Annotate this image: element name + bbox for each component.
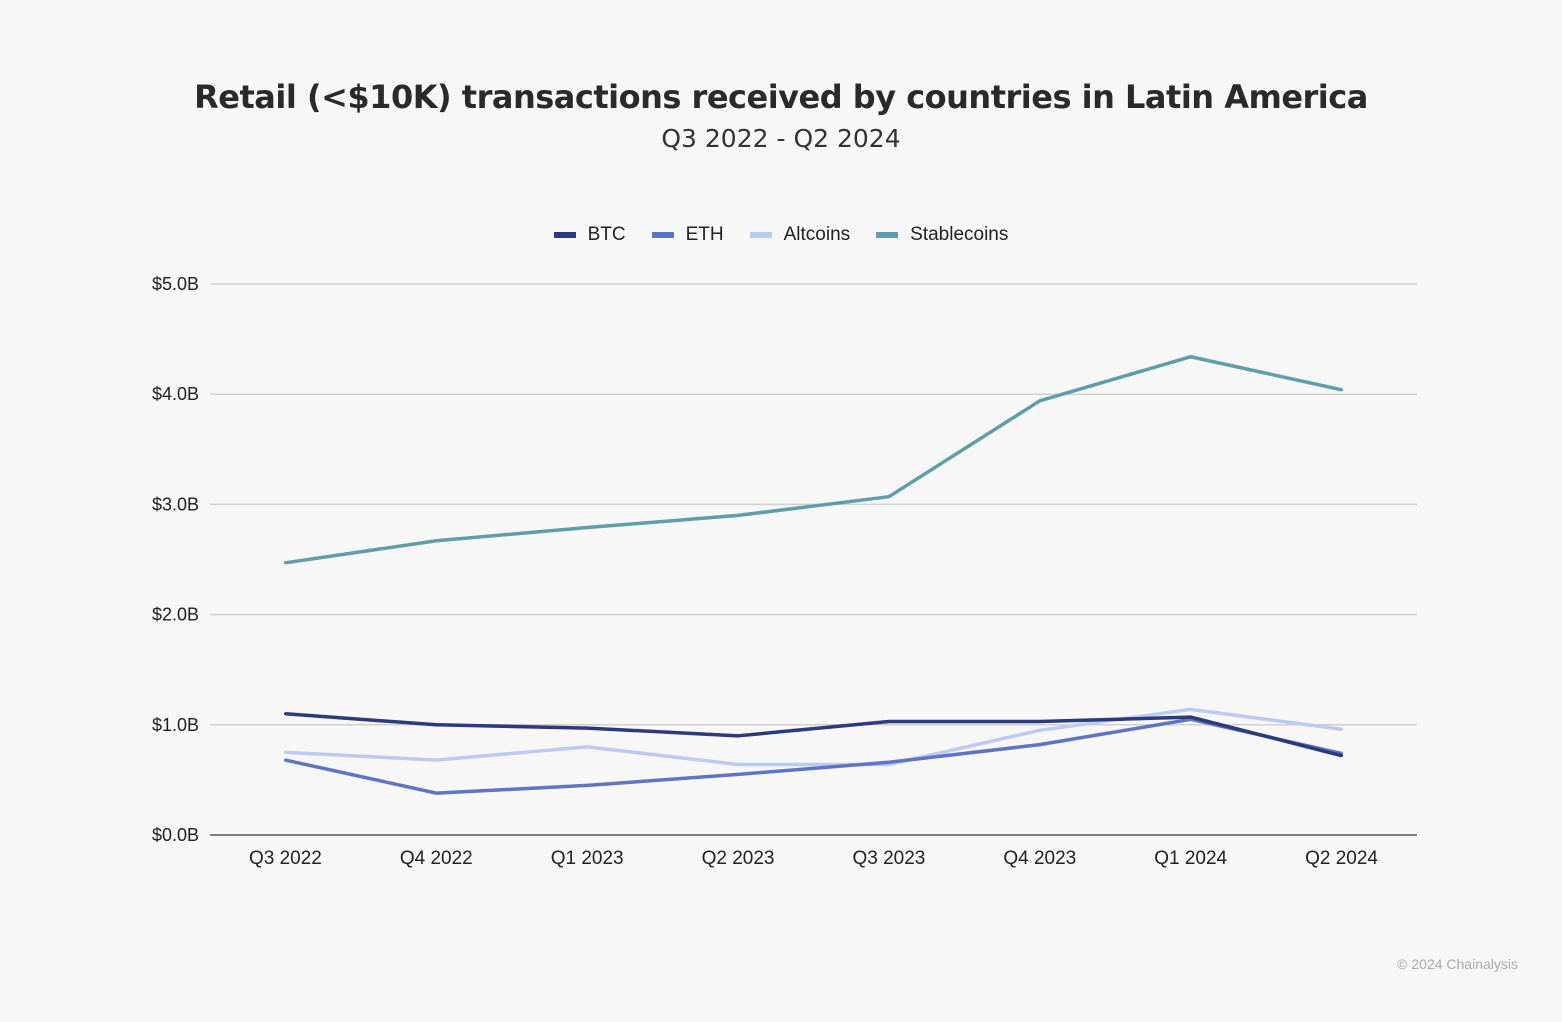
data-point-btc [736, 734, 740, 738]
series-line-eth [285, 717, 1342, 795]
chart-subtitle: Q3 2022 - Q2 2024 [661, 124, 901, 153]
y-tick-label: $3.0B [152, 494, 199, 514]
data-point-btc [585, 726, 589, 730]
data-point-eth [736, 772, 740, 776]
legend-item-stablecoins: Stablecoins [876, 224, 1008, 246]
legend-label: BTC [587, 224, 626, 245]
legend-item-eth: ETH [651, 224, 724, 246]
x-tick-label: Q2 2023 [702, 848, 775, 869]
series-line-btc [285, 712, 1342, 758]
data-point-stablecoins [1340, 388, 1344, 392]
y-tick-label: $4.0B [152, 384, 199, 404]
data-point-altcoins [585, 745, 589, 749]
legend: BTC ETH Altcoins Stablecoins [0, 224, 1562, 246]
data-point-btc [1340, 754, 1344, 758]
legend-label: Stablecoins [910, 224, 1009, 245]
series-line-stablecoins [285, 354, 1342, 565]
data-point-eth [585, 783, 589, 787]
legend-label: ETH [685, 224, 724, 245]
legend-swatch [651, 232, 674, 238]
y-tick-label: $2.0B [152, 605, 199, 625]
data-point-stablecoins [585, 526, 589, 530]
series-line-altcoins [285, 707, 1342, 767]
data-point-stablecoins [1038, 399, 1042, 403]
x-tick-label: Q4 2022 [400, 848, 473, 869]
x-tick-label: Q4 2023 [1003, 848, 1076, 869]
chart-title: Retail (<$10K) transactions received by … [194, 78, 1368, 116]
data-point-altcoins [1038, 728, 1042, 732]
data-point-stablecoins [283, 561, 287, 565]
legend-swatch [876, 232, 899, 238]
data-point-eth [887, 760, 891, 764]
y-tick-label: $1.0B [152, 715, 199, 735]
data-point-eth [434, 791, 438, 795]
data-point-eth [1038, 743, 1042, 747]
data-point-btc [887, 719, 891, 723]
legend-item-altcoins: Altcoins [749, 224, 851, 246]
data-point-stablecoins [1189, 355, 1193, 359]
legend-label: Altcoins [783, 224, 851, 245]
data-point-stablecoins [736, 513, 740, 517]
data-point-stablecoins [434, 539, 438, 543]
x-tick-label: Q2 2024 [1305, 848, 1378, 869]
y-tick-label: $5.0B [152, 274, 199, 294]
data-point-stablecoins [887, 495, 891, 499]
data-point-btc [434, 723, 438, 727]
data-point-altcoins [736, 762, 740, 766]
legend-swatch [749, 232, 772, 238]
x-tick-label: Q3 2022 [249, 848, 322, 869]
data-point-btc [1038, 719, 1042, 723]
data-point-altcoins [434, 758, 438, 762]
legend-item-btc: BTC [553, 224, 626, 246]
data-point-btc [1189, 715, 1193, 719]
data-point-eth [283, 758, 287, 762]
legend-swatch [553, 232, 576, 238]
data-point-btc [283, 712, 287, 716]
x-tick-label: Q1 2023 [551, 848, 624, 869]
data-point-altcoins [1189, 707, 1193, 711]
data-point-altcoins [283, 750, 287, 754]
y-tick-label: $0.0B [152, 825, 199, 845]
data-point-altcoins [1340, 727, 1344, 731]
x-tick-label: Q3 2023 [852, 848, 925, 869]
copyright-credit: © 2024 Chainalysis [1397, 956, 1518, 972]
x-tick-label: Q1 2024 [1154, 848, 1227, 869]
